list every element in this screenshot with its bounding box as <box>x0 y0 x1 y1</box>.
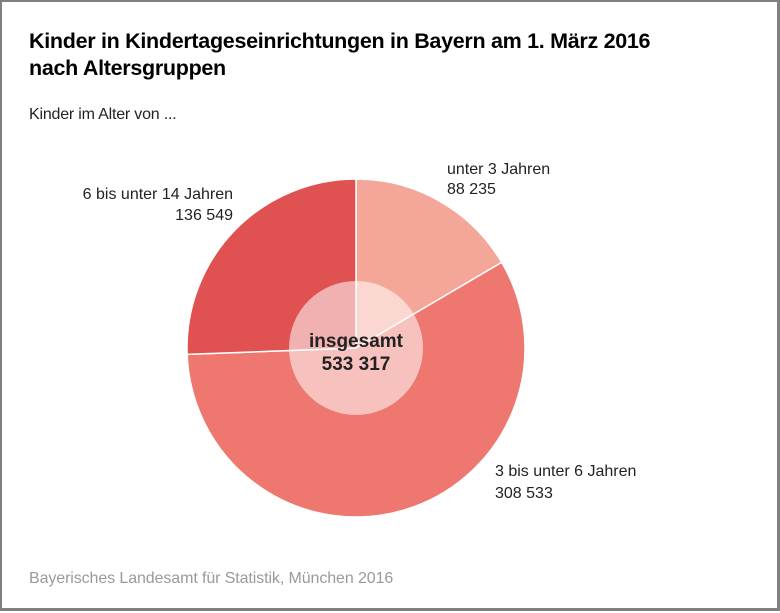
slice-label-category-0: unter 3 Jahren <box>447 161 550 178</box>
chart-subtitle: Kinder im Alter von ... <box>29 106 177 123</box>
slice-label-category-1: 3 bis unter 6 Jahren <box>495 463 636 480</box>
slice-label-value-0: 88 235 <box>447 181 496 198</box>
slice-label-value-2: 136 549 <box>175 207 233 224</box>
chart-title: Kinder in Kindertageseinrichtungen in Ba… <box>29 28 769 82</box>
chart-title-line-2: nach Altersgruppen <box>29 56 226 80</box>
source-note: Bayerisches Landesamt für Statistik, Mün… <box>29 570 394 587</box>
slice-label-value-1: 308 533 <box>495 485 553 502</box>
center-overlay-circle <box>289 281 423 415</box>
chart-title-line-1: Kinder in Kindertageseinrichtungen in Ba… <box>29 29 651 53</box>
slice-label-category-2: 6 bis unter 14 Jahren <box>83 186 233 203</box>
center-label-title: insgesamt <box>309 331 404 352</box>
center-label-total: 533 317 <box>322 354 391 375</box>
